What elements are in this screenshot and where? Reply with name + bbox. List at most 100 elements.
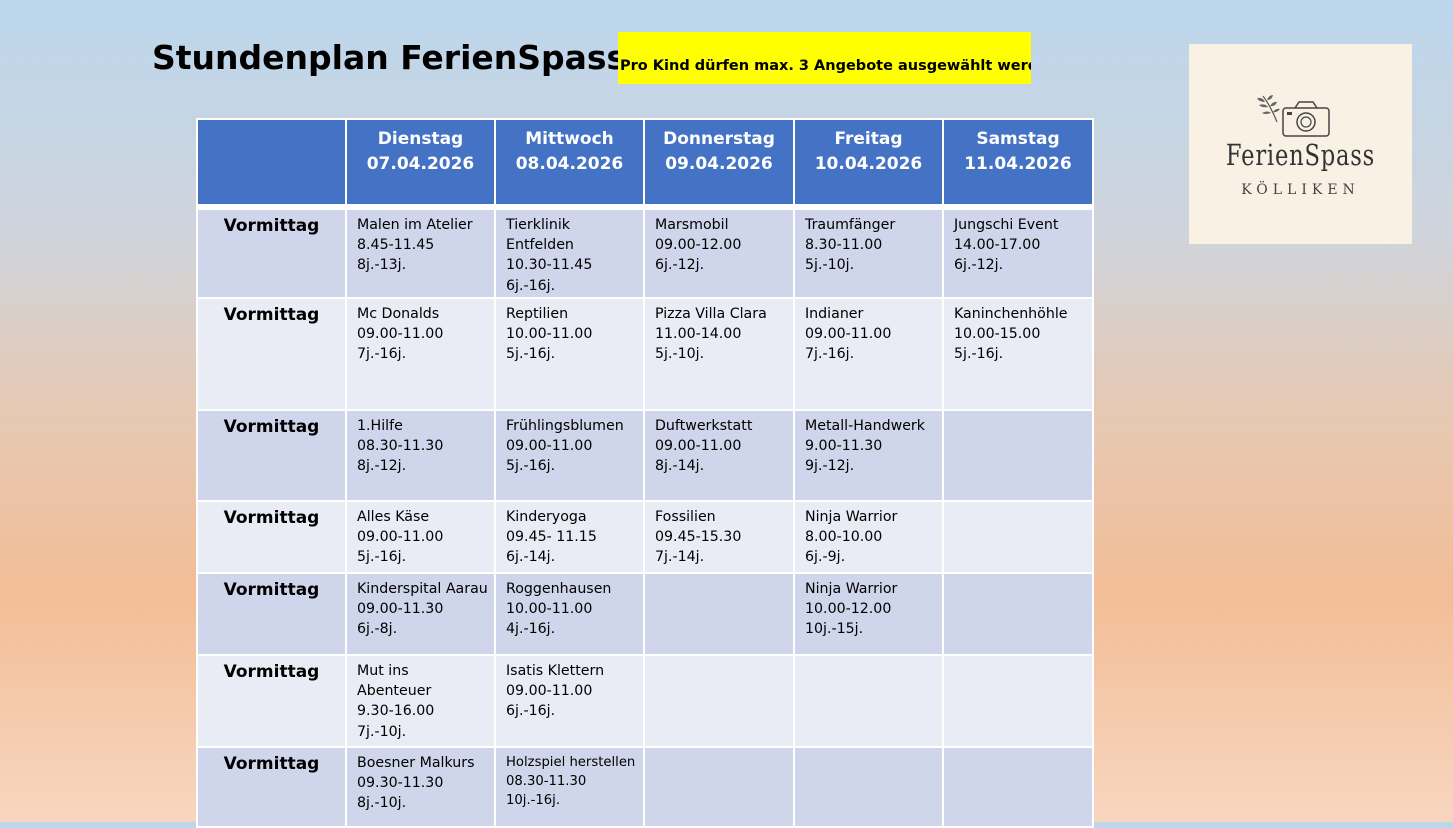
activity-detail: 8.00-10.00 [805, 529, 883, 546]
day-date: 07.04.2026 [366, 154, 475, 174]
table-row: Vormittag Kinderspital Aarau 09.00-11.30 6j… [196, 572, 1094, 656]
table-row: Vormittag Boesner Malkurs 09.30-11.30 8j.-1… [196, 746, 1094, 828]
activity-cell[interactable]: Reptilien 10.00-11.00 5j.-16j. [494, 297, 645, 411]
empty-cell [643, 654, 795, 748]
empty-cell [793, 746, 944, 828]
activity-detail: Abenteuer [357, 683, 432, 700]
activity-cell[interactable]: Kaninchenhöhle 10.00-15.00 5j.-16j. [942, 297, 1094, 411]
activity-cell[interactable]: Traumfänger 8.30-11.00 5j.-10j. [793, 206, 944, 299]
activity-cell[interactable]: Marsmobil 09.00-12.00 6j.-12j. [643, 206, 795, 299]
activity-detail: 8j.-14j. [655, 458, 705, 475]
activity-detail: 7j.-16j. [805, 346, 855, 363]
activity-cell[interactable]: Tierklinik Entfelden 10.30-11.45 6j.-16j. [494, 206, 645, 299]
activity-detail: 09.00-11.00 [357, 529, 444, 546]
activity-name: Jungschi Event [954, 217, 1059, 233]
activity-cell[interactable]: Ninja Warrior 8.00-10.00 6j.-9j. [793, 500, 944, 574]
day-header-mittwoch: Mittwoch 08.04.2026 [494, 118, 645, 208]
activity-name: Kinderyoga [506, 509, 587, 525]
empty-cell [942, 500, 1094, 574]
activity-cell[interactable]: Duftwerkstatt 09.00-11.00 8j.-14j. [643, 409, 795, 502]
activity-detail: 09.00-11.30 [357, 601, 444, 618]
activity-name: Mc Donalds [357, 306, 440, 322]
activity-name: Holzspiel herstellen [506, 755, 636, 770]
day-name: Donnerstag [663, 129, 775, 149]
activity-detail: 08.30-11.30 [357, 438, 444, 455]
activity-name: Roggenhausen [506, 581, 612, 597]
activity-detail: 09.00-11.00 [805, 326, 892, 343]
activity-cell[interactable]: Jungschi Event 14.00-17.00 6j.-12j. [942, 206, 1094, 299]
day-name: Freitag [834, 129, 903, 149]
activity-detail: 8.45-11.45 [357, 237, 435, 254]
day-date: 11.04.2026 [964, 154, 1072, 174]
activity-cell[interactable]: Kinderspital Aarau 09.00-11.30 6j.-8j. [345, 572, 496, 656]
activity-detail: 6j.-16j. [506, 277, 556, 294]
activity-name: Ninja Warrior [805, 509, 898, 525]
activity-detail: 09.45- 11.15 [506, 529, 597, 546]
activity-cell[interactable]: Malen im Atelier 8.45-11.45 8j.-13j. [345, 206, 496, 299]
schedule-table: Dienstag 07.04.2026 Mittwoch 08.04.2026 Donn… [196, 118, 1094, 828]
empty-cell [643, 572, 795, 656]
activity-cell[interactable]: Isatis Klettern 09.00-11.00 6j.-16j. [494, 654, 645, 748]
activity-cell[interactable]: Metall-Handwerk 9.00-11.30 9j.-12j. [793, 409, 944, 502]
activity-detail: 09.00-12.00 [655, 237, 742, 254]
empty-cell [942, 746, 1094, 828]
activity-detail: 6j.-12j. [954, 257, 1004, 274]
activity-cell[interactable]: Holzspiel herstellen 08.30-11.30 10j.-16j. [494, 746, 645, 828]
activity-cell[interactable]: Ninja Warrior 10.00-12.00 10j.-15j. [793, 572, 944, 656]
activity-detail: 10.00-12.00 [805, 601, 892, 618]
activity-detail: 8.30-11.00 [805, 237, 883, 254]
activity-name: Frühlingsblumen [506, 418, 624, 434]
activity-cell[interactable]: Mc Donalds 09.00-11.00 7j.-16j. [345, 297, 496, 411]
activity-cell[interactable]: Kinderyoga 09.45- 11.15 6j.-14j. [494, 500, 645, 574]
activity-detail: 09.45-15.30 [655, 529, 742, 546]
activity-detail: 5j.-16j. [954, 346, 1004, 363]
activity-detail: 4j.-16j. [506, 621, 556, 638]
header-corner-cell [196, 118, 347, 208]
activity-name: Duftwerkstatt [655, 418, 753, 434]
activity-cell[interactable]: Frühlingsblumen 09.00-11.00 5j.-16j. [494, 409, 645, 502]
time-slot-label: Vormittag [196, 206, 347, 299]
activity-name: Ninja Warrior [805, 581, 898, 597]
table-row: Vormittag 1.Hilfe 08.30-11.30 8j.-12j. Frühl… [196, 409, 1094, 502]
activity-detail: 10.00-11.00 [506, 326, 593, 343]
activity-detail: 09.00-11.00 [506, 438, 593, 455]
activity-cell[interactable]: Alles Käse 09.00-11.00 5j.-16j. [345, 500, 496, 574]
activity-cell[interactable]: 1.Hilfe 08.30-11.30 8j.-12j. [345, 409, 496, 502]
activity-name: Malen im Atelier [357, 217, 473, 233]
day-date: 08.04.2026 [515, 154, 624, 174]
activity-name: Reptilien [506, 306, 569, 322]
activity-detail: 7j.-16j. [357, 346, 407, 363]
day-header-dienstag: Dienstag 07.04.2026 [345, 118, 496, 208]
day-header-samstag: Samstag 11.04.2026 [942, 118, 1094, 208]
activity-detail: 7j.-10j. [357, 723, 407, 740]
time-slot-label: Vormittag [196, 409, 347, 502]
activity-name: Mut ins [357, 663, 409, 679]
activity-name: Isatis Klettern [506, 663, 605, 679]
activity-name: Boesner Malkurs [357, 755, 475, 771]
activity-name: Marsmobil [655, 217, 729, 233]
activity-name: Indianer [805, 306, 864, 322]
table-row: Vormittag Mut ins Abenteuer 9.30-16.00 7j.-1… [196, 654, 1094, 748]
activity-cell[interactable]: Boesner Malkurs 09.30-11.30 8j.-10j. [345, 746, 496, 828]
day-date: 10.04.2026 [814, 154, 923, 174]
activity-detail: 14.00-17.00 [954, 237, 1041, 254]
day-name: Mittwoch [525, 129, 614, 149]
activity-cell[interactable]: Fossilien 09.45-15.30 7j.-14j. [643, 500, 795, 574]
logo-wordmark: FerienSpass [1225, 138, 1376, 172]
time-slot-label: Vormittag [196, 572, 347, 656]
activity-name: Kinderspital Aarau [357, 581, 488, 597]
day-name: Dienstag [377, 129, 464, 149]
activity-detail: 9.00-11.30 [805, 438, 883, 455]
activity-detail: 09.00-11.00 [357, 326, 444, 343]
activity-detail: Entfelden [506, 237, 574, 254]
activity-detail: 9.30-16.00 [357, 703, 435, 720]
activity-detail: 08.30-11.30 [506, 774, 587, 789]
activity-cell[interactable]: Indianer 09.00-11.00 7j.-16j. [793, 297, 944, 411]
activity-cell[interactable]: Pizza Villa Clara 11.00-14.00 5j.-10j. [643, 297, 795, 411]
table-row: Vormittag Malen im Atelier 8.45-11.45 8j.-1… [196, 206, 1094, 299]
time-slot-label: Vormittag [196, 297, 347, 411]
activity-detail: 10.30-11.45 [506, 257, 593, 274]
activity-cell[interactable]: Mut ins Abenteuer 9.30-16.00 7j.-10j. [345, 654, 496, 748]
empty-cell [643, 746, 795, 828]
activity-cell[interactable]: Roggenhausen 10.00-11.00 4j.-16j. [494, 572, 645, 656]
